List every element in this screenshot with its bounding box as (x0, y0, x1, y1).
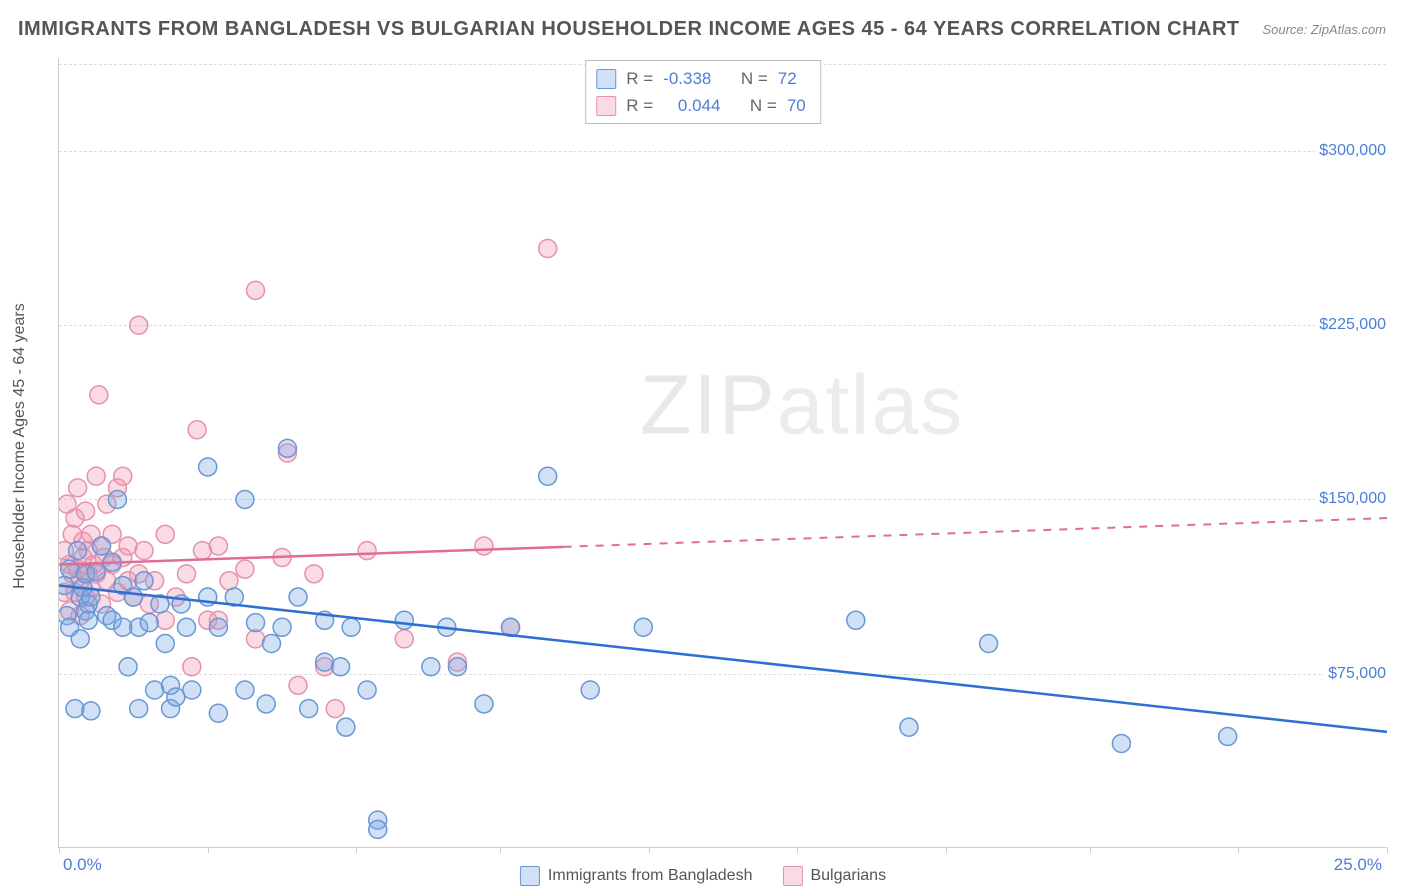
r-label: R = (626, 65, 653, 92)
r-label: R = (626, 92, 653, 119)
chart-plot-area: ZIPatlas 0.0% 25.0% $75,000$150,000$225,… (58, 58, 1386, 848)
legend-row-bangladesh: R = -0.338 N = 72 (596, 65, 806, 92)
legend-row-bulgarians: R = 0.044 N = 70 (596, 92, 806, 119)
series-label-bulgarians: Bulgarians (810, 867, 886, 885)
legend-swatch-bulgarians-bottom (782, 866, 802, 886)
correlation-legend: R = -0.338 N = 72 R = 0.044 N = 70 (585, 60, 821, 124)
x-axis-min-label: 0.0% (63, 855, 102, 875)
source-attribution: Source: ZipAtlas.com (1262, 22, 1386, 37)
legend-swatch-bangladesh (596, 69, 616, 89)
chart-title: IMMIGRANTS FROM BANGLADESH VS BULGARIAN … (18, 18, 1240, 41)
r-value-bangladesh: -0.338 (663, 65, 711, 92)
y-axis-label: Householder Income Ages 45 - 64 years (11, 303, 29, 589)
legend-swatch-bulgarians (596, 96, 616, 116)
r-value-bulgarians: 0.044 (678, 92, 721, 119)
n-label: N = (750, 92, 777, 119)
x-axis-max-label: 25.0% (1334, 855, 1382, 875)
series-legend-bangladesh: Immigrants from Bangladesh (520, 866, 753, 886)
series-legend: Immigrants from Bangladesh Bulgarians (520, 866, 886, 886)
legend-swatch-bangladesh-bottom (520, 866, 540, 886)
n-label: N = (741, 65, 768, 92)
series-legend-bulgarians: Bulgarians (782, 866, 886, 886)
series-label-bangladesh: Immigrants from Bangladesh (548, 867, 753, 885)
scatter-svg (59, 58, 1387, 848)
n-value-bulgarians: 70 (787, 92, 806, 119)
n-value-bangladesh: 72 (778, 65, 797, 92)
